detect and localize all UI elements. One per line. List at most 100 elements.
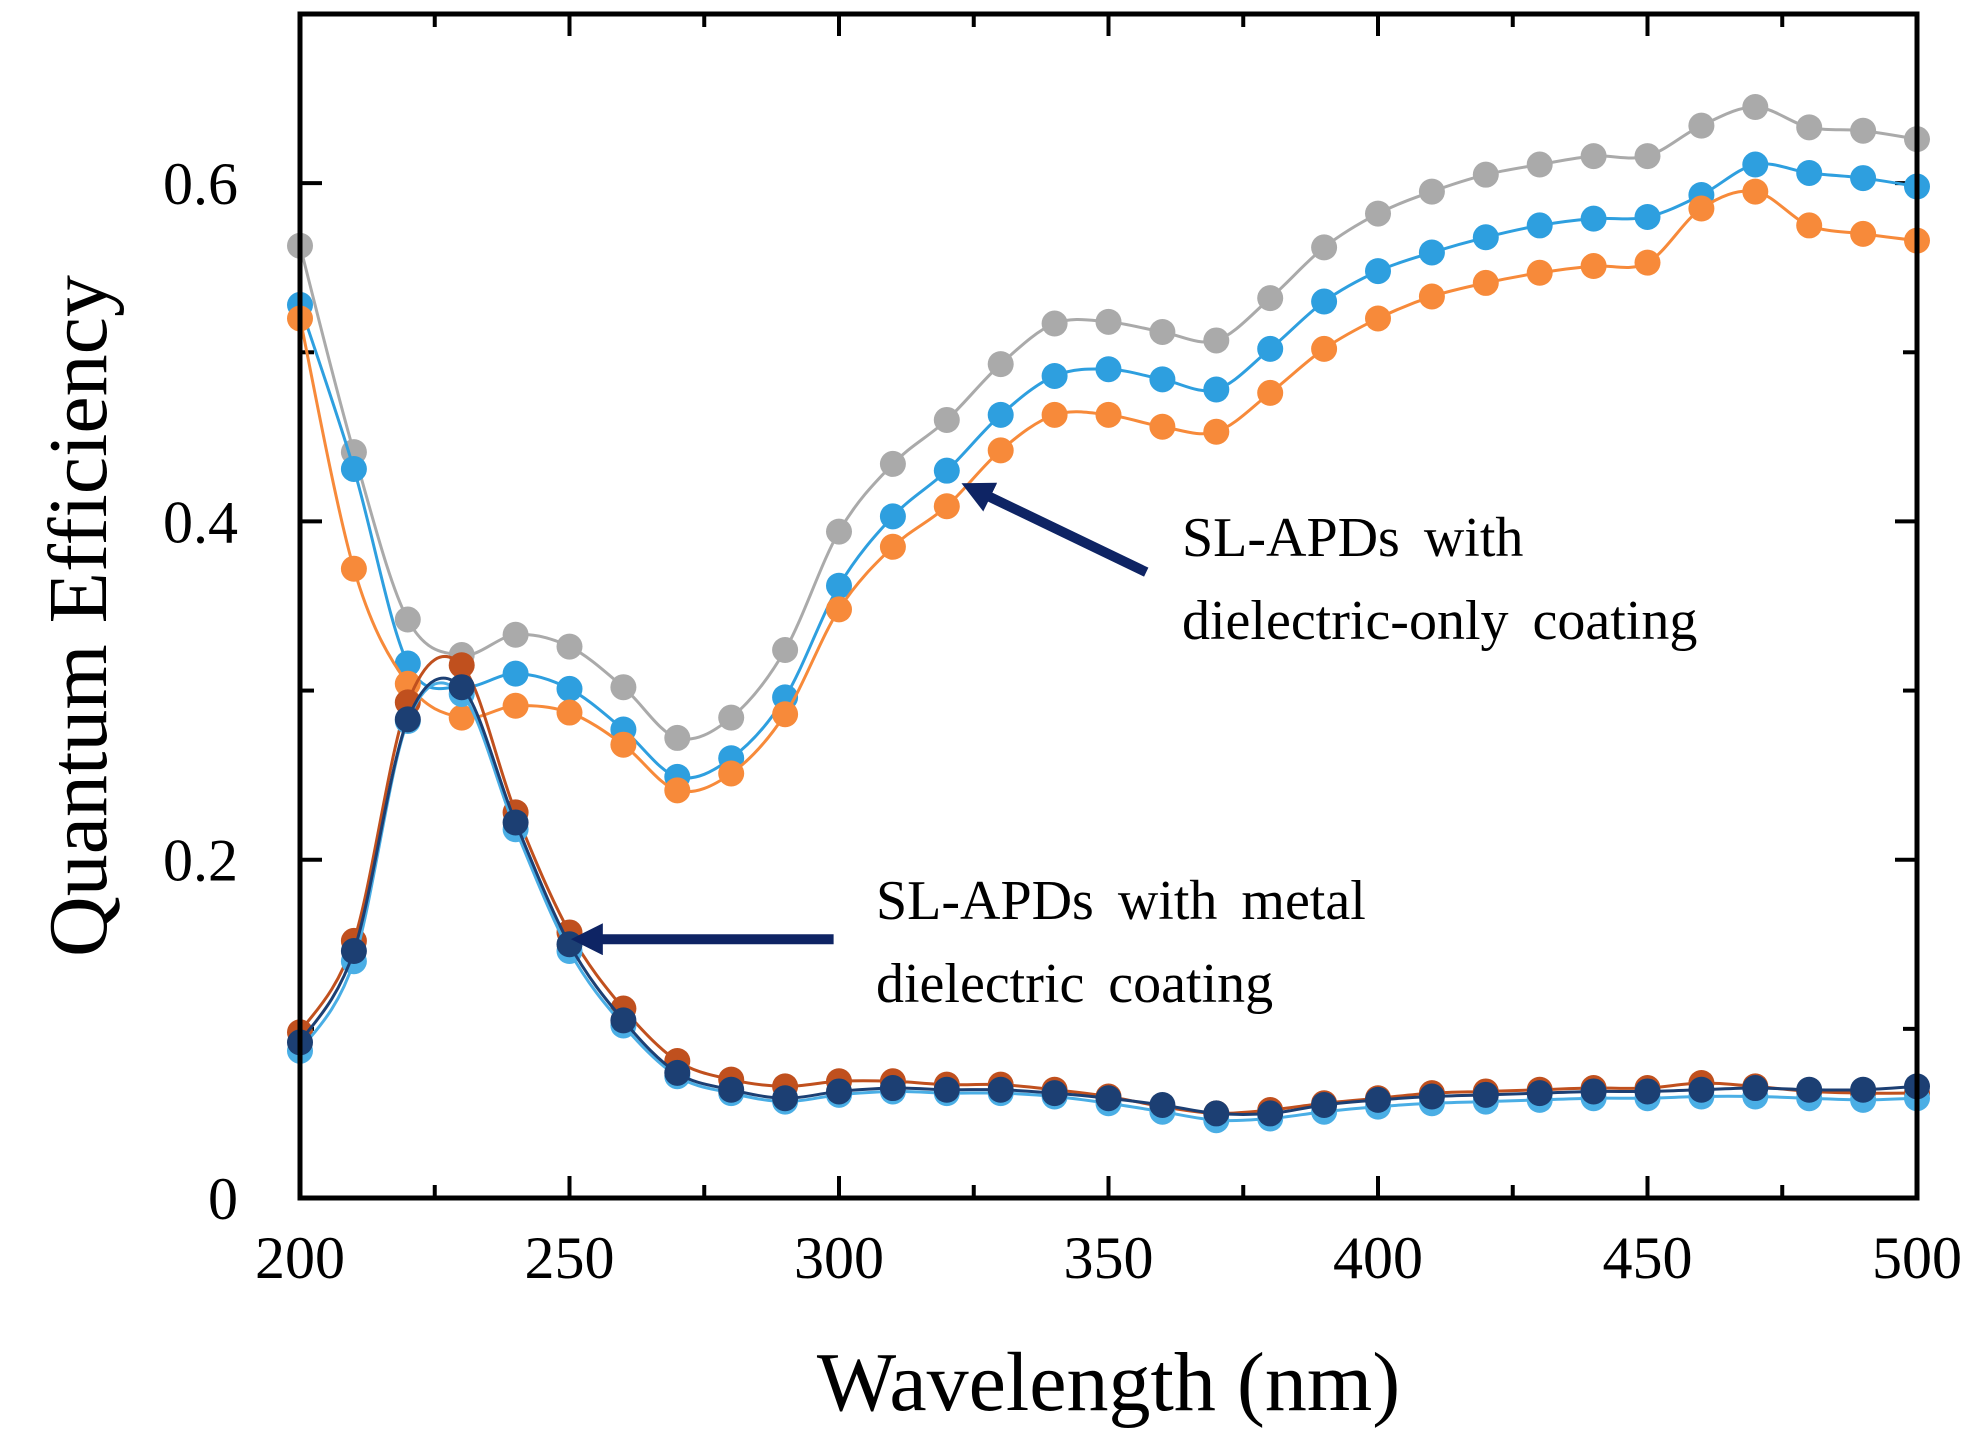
data-point [1203,1100,1230,1127]
data-point [933,1076,960,1103]
data-point [502,809,529,836]
data-point [1203,376,1230,403]
data-point [1149,1091,1176,1118]
data-point [1796,114,1823,141]
data-point [1203,418,1230,445]
data-point [1311,288,1338,315]
x-tick-label: 350 [1064,1225,1154,1291]
data-point [664,724,691,751]
data-point [610,1007,637,1034]
data-point [1257,335,1284,362]
data-point [1311,234,1338,261]
data-point [1257,379,1284,406]
data-point [1850,1076,1877,1103]
data-point [1580,253,1607,280]
data-point [1149,366,1176,393]
data-point [879,1075,906,1102]
data-point [987,351,1014,378]
series-line [298,162,1918,780]
y-axis-title: Quantum Efficiency [32,275,125,957]
x-axis-title: Wavelength (nm) [817,1336,1400,1429]
annotation-text-line: SL-APDs with metal [876,870,1366,932]
x-tick-label: 300 [794,1225,884,1291]
series-layer [287,94,1930,1134]
data-point [1526,1080,1553,1107]
data-point [502,692,529,719]
data-point [1365,258,1391,285]
data-point [556,931,583,958]
x-tick-label: 400 [1333,1225,1423,1291]
data-point [987,1076,1014,1103]
data-point [1526,151,1553,178]
data-point [987,437,1014,464]
data-point [1742,178,1769,205]
data-point [1796,159,1823,186]
x-tick-label: 450 [1603,1225,1693,1291]
data-point [1472,269,1499,296]
data-point [664,1059,691,1086]
data-point [879,533,906,560]
data-point [826,518,852,545]
data-point [718,760,745,787]
annotation-text-line: dielectric-only coating [1182,590,1697,652]
data-point [718,704,745,731]
y-tick-label: 0.2 [163,828,238,894]
data-point [1526,259,1553,286]
series-dielectric-only-light-blue [287,151,1930,790]
y-tick-label: 0 [208,1166,238,1232]
data-point [879,503,906,530]
data-point [1418,1083,1445,1110]
data-point [1634,203,1661,230]
data-point [879,450,906,477]
data-point [1365,1086,1391,1113]
axes: 200 250 300 350 400 450 500 0 0.2 0.4 0.6 [163,14,1962,1291]
data-point [1850,220,1877,247]
y-tick-label: 0.6 [163,151,238,217]
data-point [826,1078,852,1105]
data-point [610,731,637,758]
data-point [1041,1080,1068,1107]
data-point [610,674,637,701]
data-point [448,674,475,701]
data-point [1742,1075,1769,1102]
data-point [1472,161,1499,188]
data-point [1257,1100,1284,1127]
data-point [1418,178,1445,205]
data-point [1742,151,1769,178]
data-point [1796,1076,1823,1103]
data-point [1472,224,1499,251]
data-point [502,660,529,687]
data-point [556,675,583,702]
data-point [502,621,529,648]
data-point [1580,143,1607,170]
data-point [394,606,421,633]
series-line [298,189,1918,794]
x-tick-label: 200 [255,1225,345,1291]
data-point [1796,212,1823,239]
data-point [556,633,583,660]
data-point [1634,1078,1661,1105]
data-point [772,701,799,728]
data-point [1688,195,1715,222]
data-point [1149,318,1176,345]
data-point [933,406,960,433]
data-point [1095,1085,1122,1112]
data-point [1203,327,1230,354]
data-point [1472,1081,1499,1108]
annotation-arrow [961,482,1149,577]
data-point [718,1076,745,1103]
plot-frame [297,11,1920,1201]
data-point [826,572,852,599]
data-point [1634,143,1661,170]
data-point [1850,117,1877,144]
data-point [1688,1076,1715,1103]
data-point [1580,1078,1607,1105]
annotation-2: SL-APDs with metal dielectric coating [570,870,1366,1015]
data-point [340,455,367,482]
data-point [1365,200,1391,227]
data-point [1418,283,1445,310]
data-point [1149,413,1176,440]
data-point [394,706,421,733]
data-point [772,1085,799,1112]
